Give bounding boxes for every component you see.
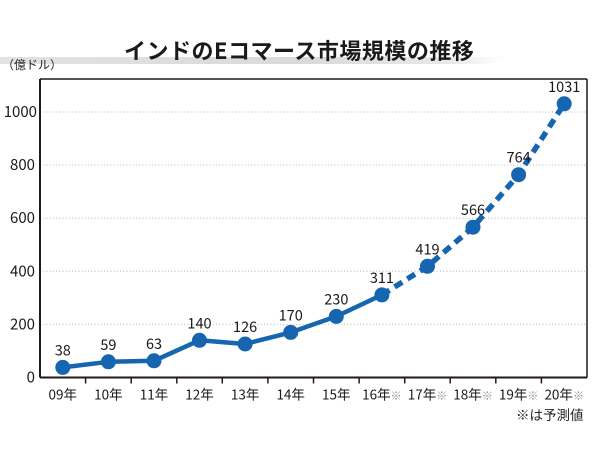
svg-text:09年: 09年: [49, 384, 78, 404]
svg-text:600: 600: [10, 207, 35, 228]
svg-text:0: 0: [27, 367, 35, 388]
svg-text:1000: 1000: [4, 101, 37, 122]
svg-text:59: 59: [100, 334, 116, 355]
svg-text:1031: 1031: [548, 76, 580, 97]
svg-text:17年※: 17年※: [408, 384, 448, 404]
svg-text:311: 311: [370, 267, 394, 288]
svg-text:200: 200: [10, 313, 35, 334]
svg-text:14年: 14年: [276, 384, 305, 404]
svg-text:18年※: 18年※: [453, 384, 493, 404]
svg-text:400: 400: [10, 260, 35, 281]
svg-text:126: 126: [233, 316, 257, 337]
svg-text:12年: 12年: [185, 384, 214, 404]
svg-text:230: 230: [324, 288, 348, 309]
svg-text:15年: 15年: [322, 384, 351, 404]
svg-text:800: 800: [10, 154, 35, 175]
svg-text:140: 140: [187, 312, 211, 333]
svg-text:63: 63: [146, 333, 162, 354]
svg-text:13年: 13年: [231, 384, 260, 404]
svg-text:16年※: 16年※: [362, 384, 402, 404]
svg-text:566: 566: [461, 199, 485, 220]
svg-text:38: 38: [55, 339, 71, 360]
svg-text:419: 419: [415, 238, 439, 259]
svg-text:11年: 11年: [140, 384, 169, 404]
svg-text:20年※: 20年※: [544, 384, 584, 404]
svg-text:170: 170: [279, 304, 303, 325]
svg-text:19年※: 19年※: [499, 384, 539, 404]
svg-text:10年: 10年: [94, 384, 123, 404]
svg-text:764: 764: [507, 147, 531, 168]
